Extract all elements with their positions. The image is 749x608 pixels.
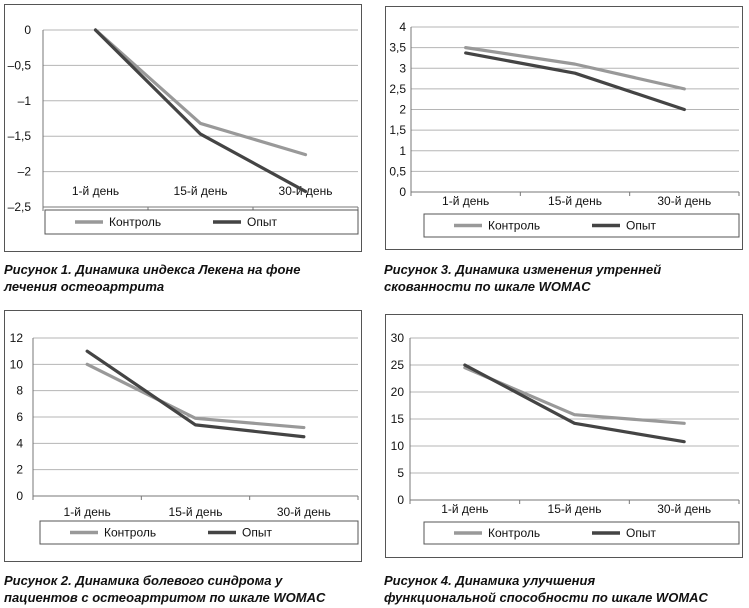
x-tick-label: 30-й день	[657, 502, 711, 516]
legend-label-control: Контроль	[488, 219, 540, 233]
y-tick-label: 5	[397, 466, 404, 480]
chart-1-svg: 0–0,5–1–1,5–2–2,51-й день 15-й день 30-й д…	[8, 23, 359, 235]
x-tick-label: 30-й день	[657, 194, 711, 208]
y-tick-label: 3	[399, 61, 406, 75]
legend-label-experiment: Опыт	[247, 215, 277, 229]
series-line-experiment	[93, 28, 308, 194]
series-line-control	[463, 366, 686, 425]
y-tick-label: –2,5	[8, 200, 32, 214]
x-tick-label: 1-й день	[72, 184, 119, 198]
y-tick-label: –1	[18, 94, 32, 108]
y-tick-label: 30	[391, 331, 405, 345]
y-tick-label: 0	[397, 493, 404, 507]
chart-1-panel: 0 –0,5 –1 –1,5 –2 –2,5 1-й день 15-й день 30-й д…	[4, 4, 362, 252]
chart-4-caption-line-2: функциональной способности по шкале WOMA…	[384, 590, 708, 605]
legend-label-experiment: Опыт	[242, 526, 272, 540]
y-tick-label: 0	[24, 23, 31, 37]
x-tick-label: 1-й день	[64, 505, 111, 519]
legend-box	[423, 213, 740, 238]
chart-4-panel: 0 5 10 15 20 25 30 1-й день 15-й день 30-й день Ко…	[385, 314, 743, 558]
y-tick-label: 8	[16, 384, 23, 398]
y-tick-label: 12	[10, 331, 24, 345]
chart-1-caption-line-2: лечения остеоартрита	[4, 279, 165, 294]
y-tick-label: 20	[391, 385, 405, 399]
chart-2-caption: Рисунок 2. Динамика болевого синдрома у …	[4, 572, 374, 606]
legend-label-control: Контроль	[109, 215, 161, 229]
y-tick-label: –2	[18, 165, 32, 179]
chart-2-caption-line-2: пациентов с остеоартритом по шкале WOMAC	[4, 590, 326, 605]
x-tick-label: 1-й день	[441, 502, 488, 516]
y-tick-label: 4	[16, 436, 23, 450]
x-tick-label: 15-й день	[548, 502, 602, 516]
x-tick-label: 15-й день	[169, 505, 223, 519]
y-tick-label: 25	[391, 358, 405, 372]
y-tick-label: 2,5	[389, 82, 406, 96]
chart-4-caption-line-1: Рисунок 4. Динамика улучшения	[384, 573, 596, 588]
x-tick-label: 15-й день	[548, 194, 602, 208]
y-tick-label: 1	[399, 144, 406, 158]
series-line-experiment	[463, 363, 686, 444]
chart-3-caption-line-2: скованности по шкале WOMAC	[384, 279, 591, 294]
legend-box	[423, 521, 740, 545]
x-tick-label: 15-й день	[174, 184, 228, 198]
chart-2-caption-line-1: Рисунок 2. Динамика болевого синдрома у	[4, 573, 283, 588]
x-tick-label: 30-й день	[277, 505, 331, 519]
y-tick-label: –0,5	[8, 58, 32, 72]
y-tick-label: 15	[391, 412, 405, 426]
chart-3-caption: Рисунок 3. Динамика изменения утренней с…	[384, 261, 749, 295]
chart-1-caption: Рисунок 1. Динамика индекса Лекена на фо…	[4, 261, 374, 295]
y-tick-label: –1,5	[8, 129, 32, 143]
chart-3-panel: 0 0,5 1 1,5 2 2,5 3 3,5 4 1-й день 15-й день 30-й д…	[385, 6, 743, 250]
y-tick-label: 2	[16, 463, 23, 477]
x-tick-label: 1-й день	[442, 194, 489, 208]
y-tick-label: 2	[399, 103, 406, 117]
legend-label-control: Контроль	[104, 526, 156, 540]
legend-box	[39, 520, 359, 545]
y-tick-label: 4	[399, 20, 406, 34]
legend-label-control: Контроль	[488, 526, 540, 540]
chart-3-svg: 0 0,5 1 1,5 2 2,5 3 3,5 4 1-й день 15-й день 30-й д…	[389, 20, 740, 238]
chart-2-panel: 0 2 4 6 8 10 12 1-й день 15-й день 30-й день Контр…	[4, 310, 362, 562]
legend-label-experiment: Опыт	[626, 526, 656, 540]
chart-2-svg: 0 2 4 6 8 10 12 1-й день 15-й день 30-й день Контр…	[10, 331, 359, 545]
chart-4-caption: Рисунок 4. Динамика улучшения функционал…	[384, 572, 749, 606]
y-tick-label: 1,5	[389, 123, 406, 137]
chart-1-caption-line-1: Рисунок 1. Динамика индекса Лекена на фо…	[4, 262, 301, 277]
chart-4-svg: 0 5 10 15 20 25 30 1-й день 15-й день 30-й день Ко…	[391, 331, 740, 545]
y-tick-label: 0	[399, 185, 406, 199]
y-tick-label: 0	[16, 489, 23, 503]
y-tick-label: 0,5	[389, 164, 406, 178]
legend-label-experiment: Опыт	[626, 219, 656, 233]
y-tick-label: 3,5	[389, 41, 406, 55]
chart-3-caption-line-1: Рисунок 3. Динамика изменения утренней	[384, 262, 662, 277]
y-tick-label: 10	[391, 439, 405, 453]
y-tick-label: 6	[16, 410, 23, 424]
y-tick-label: 10	[10, 357, 24, 371]
